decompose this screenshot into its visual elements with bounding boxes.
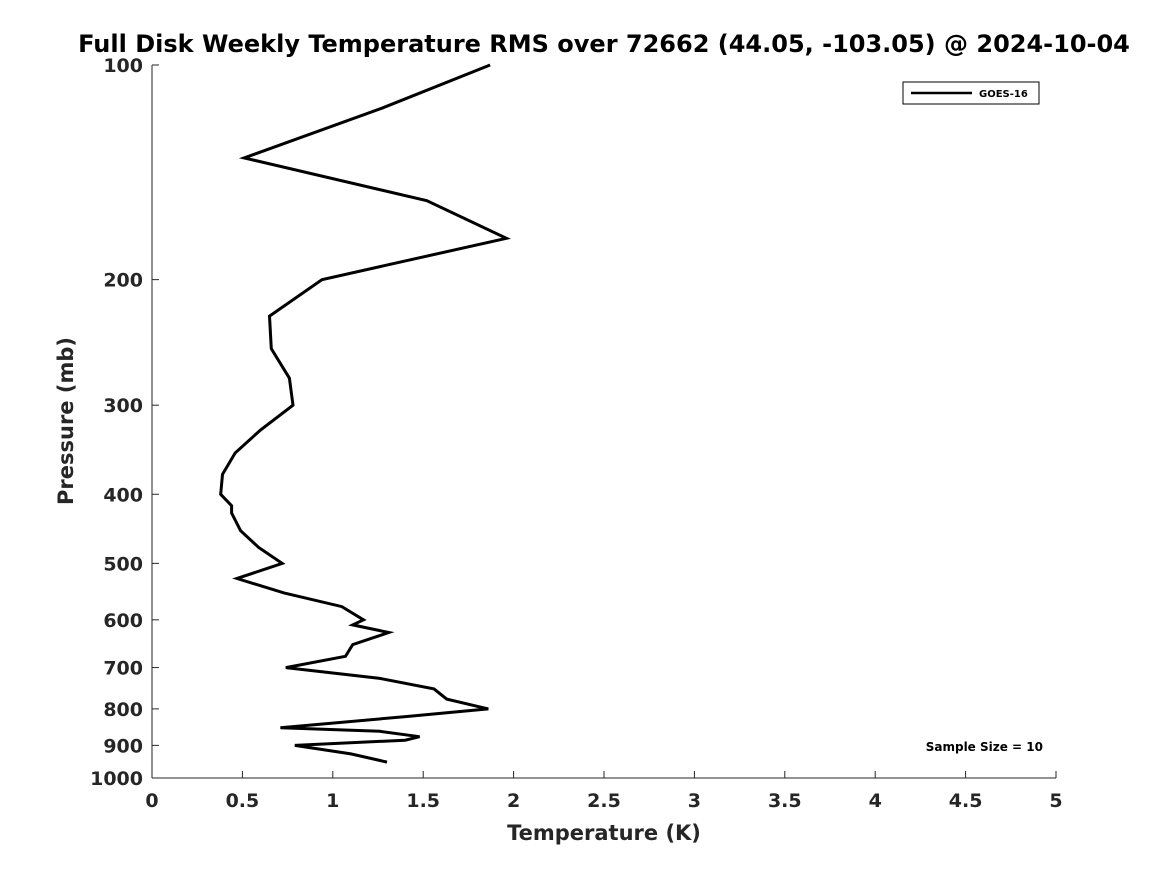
y-axis-ticks: 100 200 300 400 500 600 700 800 900 1000: [90, 55, 159, 790]
x-tick-label: 2: [507, 790, 520, 812]
x-tick-label: 4: [869, 790, 882, 812]
sample-size-annotation: Sample Size = 10: [926, 740, 1043, 754]
legend-label-goes-16: GOES-16: [979, 89, 1028, 100]
x-tick-label: 5: [1049, 790, 1062, 812]
x-tick-label: 0: [145, 790, 158, 812]
y-tick-label: 100: [103, 55, 143, 77]
x-tick-label: 3.5: [768, 790, 802, 812]
x-tick-label: 2.5: [587, 790, 621, 812]
y-axis-label: Pressure (mb): [54, 337, 78, 505]
y-tick-label: 800: [103, 699, 143, 721]
y-tick-label: 300: [103, 395, 143, 417]
series-layer: [219, 63, 511, 764]
y-tick-label: 900: [103, 735, 143, 757]
y-tick-label: 500: [103, 553, 143, 575]
legend: GOES-16: [902, 81, 1040, 105]
x-tick-label: 0.5: [226, 790, 260, 812]
x-axis-label: Temperature (K): [507, 821, 701, 845]
y-tick-label: 1000: [90, 768, 143, 790]
x-tick-label: 4.5: [949, 790, 983, 812]
y-tick-label: 600: [103, 610, 143, 632]
x-axis-ticks: 0 0.5 1 1.5 2 2.5 3 3.5 4 4.5 5: [145, 771, 1063, 812]
y-tick-label: 400: [103, 484, 143, 506]
x-tick-label: 1: [326, 790, 339, 812]
x-tick-label: 1.5: [406, 790, 440, 812]
x-tick-label: 3: [688, 790, 701, 812]
series-line-goes-16: [219, 63, 511, 764]
y-tick-label: 700: [103, 658, 143, 680]
y-tick-label: 200: [103, 270, 143, 292]
chart-title: Full Disk Weekly Temperature RMS over 72…: [78, 30, 1130, 58]
